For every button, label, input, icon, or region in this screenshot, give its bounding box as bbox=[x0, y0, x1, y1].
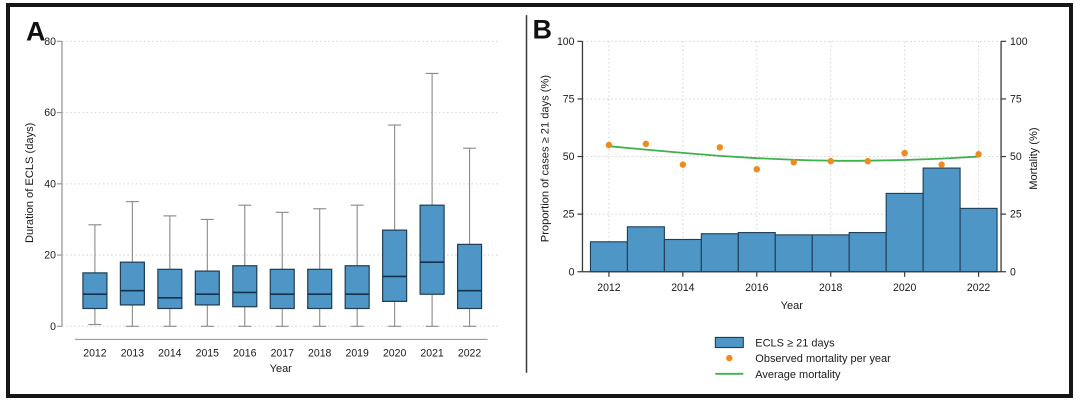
mortality-point-2013 bbox=[642, 140, 650, 148]
xtick-label-2017: 2017 bbox=[271, 348, 294, 360]
mortality-point-2022 bbox=[975, 151, 982, 158]
xtick-label-2014: 2014 bbox=[158, 348, 181, 360]
legend-label: Observed mortality per year bbox=[755, 353, 891, 365]
ytick-label-0: 0 bbox=[50, 321, 56, 333]
mortality-point-2019 bbox=[864, 157, 871, 165]
mortality-point-2017 bbox=[790, 159, 797, 166]
figure-frame: 0 20 40 60 80 Duration of ECLS (days) 2012 2013… bbox=[6, 3, 1073, 398]
y-axis-title: Duration of ECLS (days) bbox=[24, 123, 36, 243]
legend-label: ECLS ≥ 21 days bbox=[755, 337, 835, 349]
mortality-point-2014 bbox=[679, 161, 687, 168]
ytick-left-label-50: 50 bbox=[563, 151, 575, 163]
xtick-label-2014: 2014 bbox=[671, 282, 694, 294]
ytick-label-60: 60 bbox=[44, 107, 56, 119]
legend-item-line: Average mortality bbox=[715, 369, 841, 381]
bar-2018 bbox=[811, 234, 850, 273]
xtick-label-2018: 2018 bbox=[308, 348, 331, 360]
ytick-right-label-25: 25 bbox=[1010, 209, 1022, 221]
xtick-label-2012: 2012 bbox=[83, 348, 106, 360]
x-axis-title: Year bbox=[270, 363, 293, 375]
xtick-label-2015: 2015 bbox=[196, 348, 219, 360]
bar-2017 bbox=[774, 234, 813, 273]
xtick-label-2016: 2016 bbox=[233, 348, 256, 360]
bar-2019 bbox=[848, 232, 887, 273]
ytick-label-80: 80 bbox=[44, 36, 56, 48]
bar-2021 bbox=[922, 167, 961, 273]
ytick-right-label-50: 50 bbox=[1010, 151, 1022, 163]
xtick-label-2018: 2018 bbox=[819, 282, 842, 294]
xtick-label-2020: 2020 bbox=[383, 348, 406, 360]
bar-2020 bbox=[885, 192, 924, 273]
ytick-left-label-25: 25 bbox=[563, 209, 575, 221]
mortality-point-2015 bbox=[716, 144, 724, 151]
ytick-left-label-0: 0 bbox=[569, 266, 575, 278]
box-2020 bbox=[382, 124, 408, 327]
ytick-label-20: 20 bbox=[44, 250, 56, 262]
ytick-right-label-0: 0 bbox=[1010, 266, 1016, 278]
xtick-label-2012: 2012 bbox=[597, 282, 620, 294]
barchart-proportion-mortality: 0 25 50 75 100 Proportion of cases ≥ 21 days … bbox=[540, 36, 1040, 381]
bar-2014 bbox=[663, 238, 702, 273]
box-2012 bbox=[82, 224, 108, 326]
xtick-label-2022: 2022 bbox=[458, 348, 481, 360]
bar-2012 bbox=[589, 241, 628, 273]
xtick-label-2016: 2016 bbox=[745, 282, 768, 294]
legend-bar-swatch bbox=[714, 336, 744, 349]
legend-item-bar: ECLS ≥ 21 days bbox=[714, 336, 835, 350]
panel-b-label: B bbox=[533, 13, 552, 44]
xtick-label-2019: 2019 bbox=[346, 348, 369, 360]
panel-a-label: A bbox=[26, 15, 45, 46]
mortality-point-2016 bbox=[753, 165, 760, 173]
ytick-left-label-100: 100 bbox=[557, 36, 575, 48]
box-2014 bbox=[157, 215, 183, 327]
box-2018 bbox=[307, 208, 333, 327]
box-2017 bbox=[269, 211, 295, 327]
box-2021 bbox=[419, 72, 445, 327]
ytick-right-label-75: 75 bbox=[1010, 93, 1022, 105]
bar-2016 bbox=[737, 232, 776, 273]
figure-canvas: 0 20 40 60 80 Duration of ECLS (days) 2012 2013… bbox=[24, 13, 1040, 381]
mortality-point-2018 bbox=[827, 157, 834, 165]
bar-2013 bbox=[626, 226, 665, 273]
box-2022 bbox=[456, 147, 483, 327]
x-axis-title: Year bbox=[781, 300, 804, 312]
ytick-label-40: 40 bbox=[44, 178, 56, 190]
average-mortality-line bbox=[608, 145, 979, 162]
mortality-point-2021 bbox=[938, 161, 945, 168]
xtick-label-2022: 2022 bbox=[967, 282, 990, 294]
bar-2015 bbox=[700, 233, 739, 273]
ytick-right-label-100: 100 bbox=[1010, 36, 1028, 48]
legend-item-point: Observed mortality per year bbox=[726, 353, 891, 365]
boxplot-duration-ecls: 0 20 40 60 80 Duration of ECLS (days) 2012 2013… bbox=[24, 36, 500, 375]
ytick-left-label-75: 75 bbox=[563, 93, 575, 105]
xtick-label-2020: 2020 bbox=[893, 282, 916, 294]
box-2016 bbox=[232, 204, 258, 327]
bar-2022 bbox=[959, 207, 998, 273]
mortality-point-2020 bbox=[901, 149, 908, 157]
legend-label: Average mortality bbox=[755, 369, 841, 381]
y-axis-left-title: Proportion of cases ≥ 21 days (%) bbox=[540, 75, 552, 242]
y-axis-right-title: Mortality (%) bbox=[1028, 127, 1040, 189]
box-2019 bbox=[344, 204, 370, 327]
box-2015 bbox=[194, 218, 220, 327]
box-2013 bbox=[119, 201, 145, 327]
mortality-point-2012 bbox=[605, 141, 613, 149]
legend-point-swatch bbox=[726, 354, 733, 362]
xtick-label-2021: 2021 bbox=[420, 348, 443, 360]
xtick-label-2013: 2013 bbox=[121, 348, 144, 360]
